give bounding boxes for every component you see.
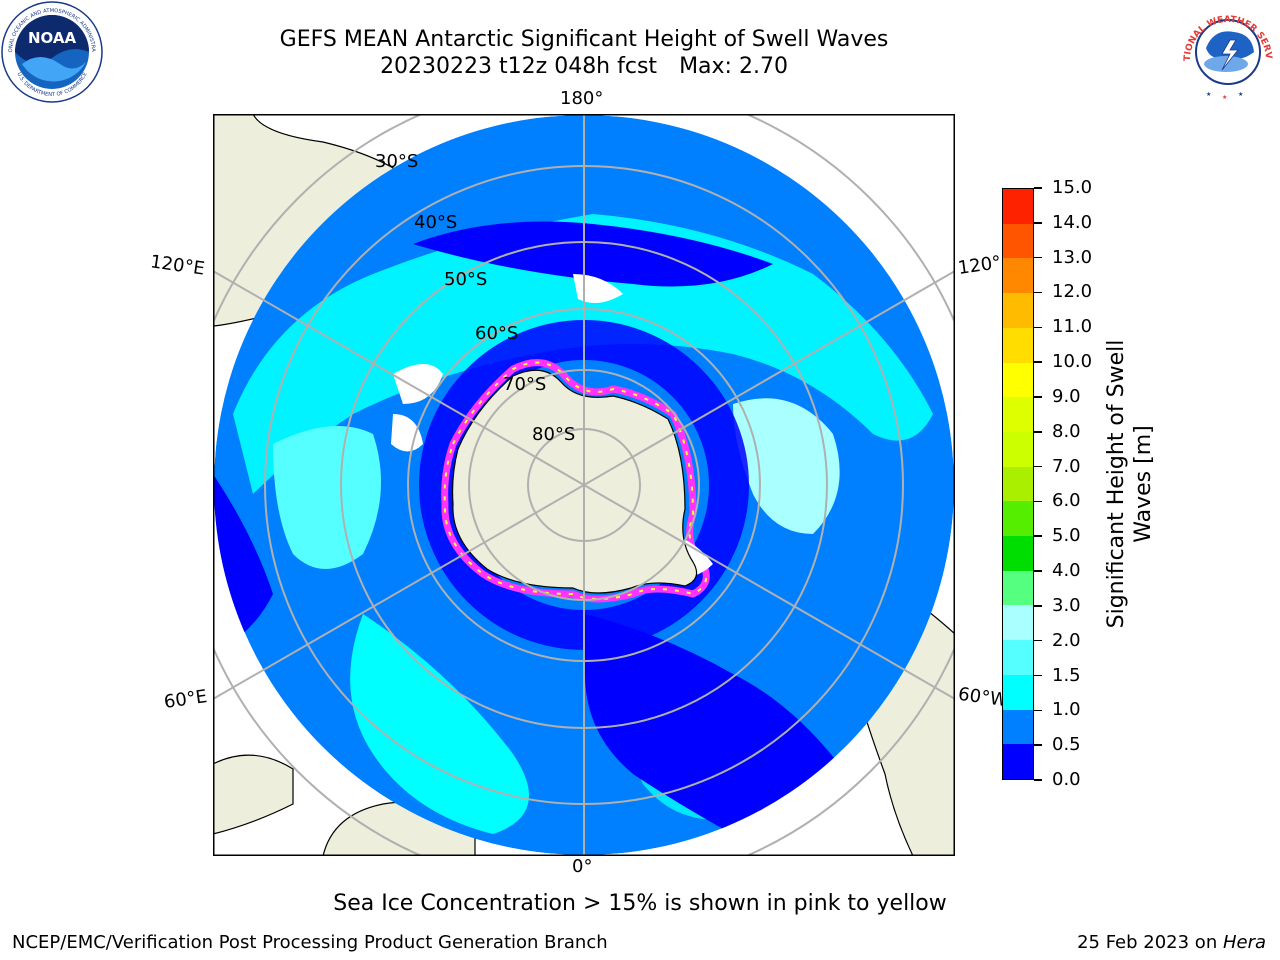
colorbar-tick [1034,465,1042,468]
colorbar-segment [1003,431,1033,467]
colorbar-tick-label: 0.5 [1052,734,1081,756]
swell-height-map [213,114,955,856]
colorbar-tick [1034,361,1042,363]
colorbar-tick [1034,709,1042,712]
colorbar-tick-label: 10.0 [1052,351,1093,373]
colorbar-tick-label: 3.0 [1052,594,1081,616]
lat-label-60s: 60°S [475,323,519,344]
date-line: 25 Feb 2023 on Hera [1077,932,1266,954]
colorbar-tick [1034,431,1042,433]
colorbar [1002,188,1034,780]
colorbar-segment [1003,709,1033,745]
colorbar-tick-label: 15.0 [1052,177,1093,198]
colorbar-tick-label: 13.0 [1052,246,1093,268]
colorbar-tick [1034,396,1042,398]
date-text: 25 Feb 2023 on [1077,932,1223,953]
colorbar-segment [1003,189,1033,224]
colorbar-tick [1034,535,1042,537]
colorbar-tick [1034,256,1042,259]
colorbar-tick-label: 14.0 [1052,211,1093,233]
lon-label-120e: 120°E [148,251,206,280]
colorbar-segment [1003,570,1033,606]
colorbar-tick-label: 4.0 [1052,560,1081,582]
colorbar-tick [1034,674,1042,677]
colorbar-segment [1003,640,1033,675]
colorbar-segment [1003,744,1033,779]
lon-label-0: 0° [572,856,593,877]
lon-label-120w: 120° [956,252,1003,279]
colorbar-tick [1034,500,1042,503]
lat-label-70s: 70°S [503,374,547,395]
colorbar-segment [1003,327,1033,363]
colorbar-title: Significant Height of Swell Waves [m] [1103,304,1157,664]
colorbar-segment [1003,397,1033,432]
lat-label-40s: 40°S [414,212,458,233]
lon-label-60e: 60°E [162,686,209,713]
noaa-logo-icon: NOAA NATIONAL OCEANIC AND ATMOSPHERIC AD… [0,0,103,103]
colorbar-segment [1003,223,1033,259]
colorbar-tick-label: 6.0 [1052,490,1081,512]
colorbar-tick [1034,744,1042,746]
colorbar-segment [1003,362,1033,398]
chart-title: GEFS MEAN Antarctic Significant Height o… [279,27,889,52]
colorbar-tick-label: 7.0 [1052,455,1081,477]
lon-label-180: 180° [560,88,604,109]
colorbar-tick-label: 5.0 [1052,525,1081,547]
graticule [213,114,955,856]
svg-text:★: ★ [1238,91,1243,98]
lat-label-80s: 80°S [532,424,576,445]
colorbar-tick-label: 12.0 [1052,281,1093,303]
antarctica [451,369,698,594]
colorbar-segment [1003,466,1033,502]
credit-line: NCEP/EMC/Verification Post Processing Pr… [12,932,608,953]
colorbar-tick-label: 11.0 [1052,316,1093,338]
colorbar-tick [1034,291,1042,294]
max-value: Max: 2.70 [679,54,788,79]
colorbar-tick [1034,779,1042,781]
colorbar-title-line2: Waves [m] [1131,425,1156,543]
forecast-date: 20230223 t12z 048h fcst [380,54,658,79]
colorbar-tick [1034,639,1042,642]
machine-name: Hera [1222,932,1266,953]
chart-subtitle: 20230223 t12z 048h fcst Max: 2.70 [184,54,984,80]
colorbar-tick [1034,326,1042,329]
colorbar-tick [1034,187,1042,189]
colorbar-tick-label: 1.0 [1052,699,1081,721]
svg-text:★: ★ [1222,94,1227,101]
nws-logo-icon: NATIONAL WEATHER SERVICE ★ ★ ★ [1176,0,1278,102]
colorbar-segment [1003,674,1033,710]
colorbar-title-line1: Significant Height of Swell [1104,339,1129,629]
svg-text:★: ★ [1206,91,1211,98]
colorbar-tick-label: 9.0 [1052,385,1081,407]
colorbar-tick-label: 2.0 [1052,629,1081,651]
colorbar-segment [1003,501,1033,537]
colorbar-segment [1003,605,1033,641]
colorbar-tick-label: 0.0 [1052,769,1081,790]
colorbar-tick-label: 8.0 [1052,420,1081,442]
colorbar-segment [1003,536,1033,571]
colorbar-segment [1003,293,1033,328]
lat-label-50s: 50°S [444,269,488,290]
colorbar-tick [1034,570,1042,572]
colorbar-segment [1003,258,1033,294]
colorbar-tick-label: 1.5 [1052,664,1081,686]
colorbar-tick [1034,222,1042,224]
colorbar-tick [1034,605,1042,607]
sea-ice-note: Sea Ice Concentration > 15% is shown in … [333,891,947,916]
noaa-logo-text: NOAA [28,29,77,47]
lat-label-30s: 30°S [375,151,419,172]
